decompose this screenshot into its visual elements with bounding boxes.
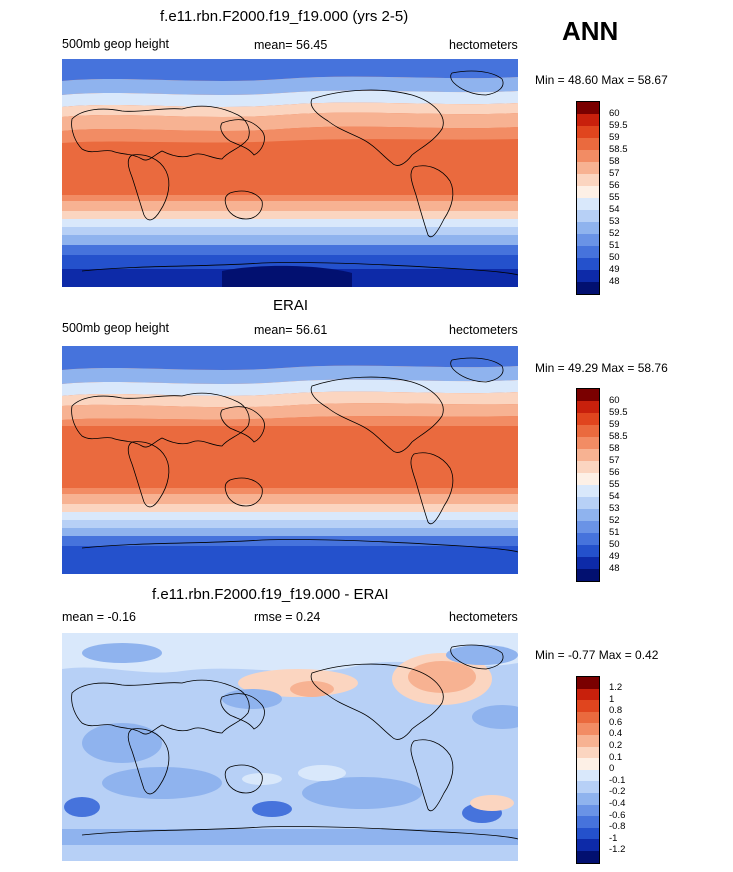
panel-1-mean-label: mean= 56.45 — [254, 38, 328, 52]
colorbar-tick-label: 54 — [609, 491, 620, 502]
colorbar-tick-label: 59 — [609, 419, 620, 430]
colorbar-tick-label: 48 — [609, 563, 620, 574]
season-label: ANN — [562, 16, 619, 46]
colorbar-tick-label: 0.6 — [609, 716, 623, 728]
colorbar-tick-label: 1.2 — [609, 682, 623, 693]
panel-3-title: f.e11.rbn.F2000.f19_f19.000 - ERAI — [152, 586, 389, 603]
panel-2-map — [62, 346, 518, 574]
colorbar-tick-label: 53 — [609, 216, 620, 227]
colorbar-tick-label: 58.5 — [609, 431, 628, 442]
colorbar-tick-label: -0.4 — [609, 798, 626, 809]
colorbar-tick-label: 59.5 — [609, 407, 628, 418]
colorbar-tick-label: 60 — [609, 395, 620, 406]
panel-2-mean-label: mean= 56.61 — [254, 323, 328, 337]
colorbar-tick-label: 52 — [609, 228, 620, 239]
colorbar-tick-label: -0.8 — [609, 821, 626, 833]
colorbar-tick-label: 51 — [609, 240, 620, 251]
panel-2-minmax: Min = 49.29 Max = 58.76 — [535, 361, 668, 375]
colorbar-tick-label: 58 — [609, 443, 620, 454]
panel-2-left-label: 500mb geop height — [62, 321, 170, 335]
panel-3-rmse-label: rmse = 0.24 — [254, 610, 321, 624]
colorbar-tick-label: 54 — [609, 204, 620, 215]
colorbar-tick-label: -1.2 — [609, 844, 626, 856]
colorbar-tick-label: 52 — [609, 515, 620, 526]
colorbar-tick-label: 0.2 — [609, 740, 623, 751]
colorbar-tick-label: 0.4 — [609, 728, 623, 740]
panel-1-map — [62, 59, 518, 287]
panel-2-units-label: hectometers — [449, 323, 518, 337]
colorbar-tick-label: 50 — [609, 539, 620, 550]
colorbar-tick-label: 55 — [609, 192, 620, 203]
colorbar-tick-label: 57 — [609, 168, 620, 179]
panel-3-map — [62, 633, 518, 861]
colorbar-tick-label: -1 — [609, 832, 618, 844]
panel-1-title: f.e11.rbn.F2000.f19_f19.000 (yrs 2-5) — [160, 8, 409, 25]
colorbar-tick-label: -0.6 — [609, 809, 626, 821]
colorbar-tick-label: -0.2 — [609, 786, 626, 798]
colorbar-tick-label: 0 — [609, 763, 615, 775]
colorbar-tick-label: 56 — [609, 467, 620, 478]
panel-1-left-label: 500mb geop height — [62, 37, 170, 51]
panel-3-minmax: Min = -0.77 Max = 0.42 — [535, 648, 659, 662]
panel-3-mean-label: mean = -0.16 — [62, 610, 137, 624]
colorbar-tick-label: 59.5 — [609, 120, 628, 131]
colorbar-tick-label: -0.1 — [609, 774, 626, 786]
colorbar-tick-label: 0.1 — [609, 751, 623, 763]
panel-1-minmax: Min = 48.60 Max = 58.67 — [535, 73, 668, 87]
colorbar-tick-label: 50 — [609, 252, 620, 263]
colorbar-tick-label: 49 — [609, 551, 620, 562]
panel-2-title: ERAI — [273, 297, 309, 314]
colorbar-tick-label: 58 — [609, 156, 620, 167]
panel-2-colorbar — [576, 388, 600, 582]
colorbar-tick-label: 56 — [609, 180, 620, 191]
colorbar-tick-label: 55 — [609, 479, 620, 490]
colorbar-tick-label: 58.5 — [609, 144, 628, 155]
colorbar-tick-label: 1 — [609, 693, 615, 705]
colorbar-tick-label: 53 — [609, 503, 620, 514]
colorbar-tick-label: 60 — [609, 108, 620, 119]
colorbar-tick-label: 51 — [609, 527, 620, 538]
colorbar-tick-label: 49 — [609, 264, 620, 275]
colorbar-tick-label: 59 — [609, 132, 620, 143]
panel-1-colorbar — [576, 101, 600, 295]
panel-3-colorbar — [576, 676, 600, 864]
colorbar-tick-label: 0.8 — [609, 705, 623, 717]
panel-3-units-label: hectometers — [449, 610, 518, 624]
colorbar-tick-label: 57 — [609, 455, 620, 466]
colorbar-tick-label: 48 — [609, 276, 620, 287]
panel-1-units-label: hectometers — [449, 38, 518, 52]
